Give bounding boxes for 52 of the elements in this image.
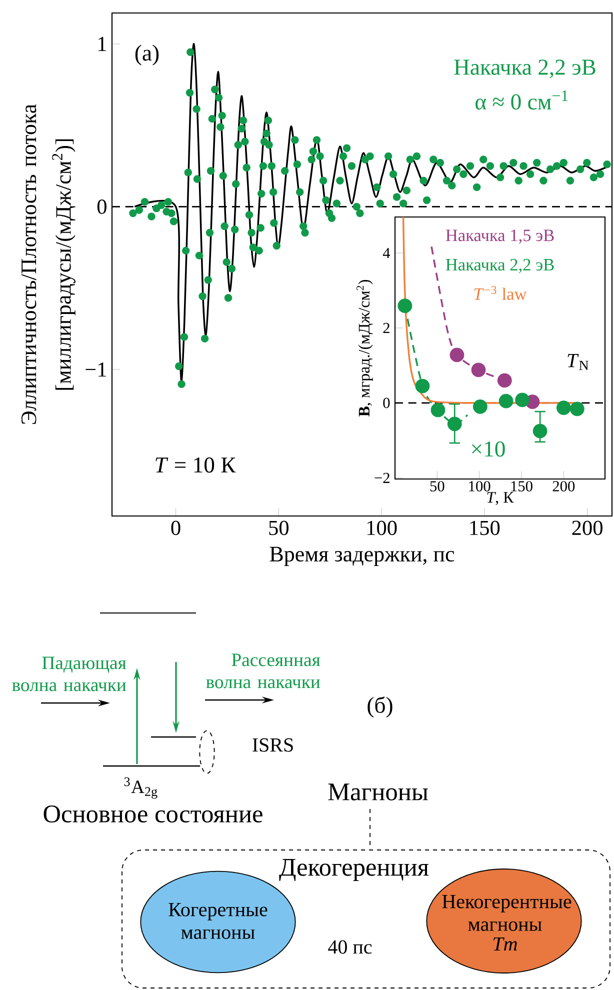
text: Накачка 1,5 эВ — [446, 230, 554, 244]
point — [398, 298, 412, 314]
y-tick-label: −1 — [86, 362, 106, 377]
annotation: α ≈ 0 см$^{−1}$ — [476, 90, 568, 110]
text: T$^{−3}$ law — [474, 286, 527, 300]
text: Накачка 2,2 эВ — [446, 258, 554, 274]
point — [450, 348, 464, 362]
point — [532, 424, 548, 438]
text: Падающая волна накачки — [12, 656, 126, 692]
text: 40 пс — [328, 940, 372, 954]
text: $^{3}$A$_{2g}$ — [124, 777, 158, 799]
point — [471, 362, 486, 378]
text: ISRS — [252, 738, 293, 752]
text: Накачка 2,2 эВ — [454, 60, 596, 78]
y-tick-label: 0 — [383, 398, 390, 408]
point — [430, 402, 446, 418]
point — [415, 378, 430, 394]
point — [497, 373, 512, 388]
point — [556, 400, 571, 415]
annotation: T = 10 К — [156, 457, 236, 473]
x-tick-label: 200 — [572, 520, 602, 536]
x-tick-label: 150 — [470, 520, 500, 536]
y-axis-title: B, мград./(мДж/см$^{2}$) — [356, 280, 373, 416]
text: Декогеренция — [279, 859, 429, 881]
text: Магноны — [328, 784, 428, 800]
text: Tm — [494, 937, 517, 951]
y-tick-label: 1 — [98, 36, 106, 51]
y-tick-label: 0 — [97, 200, 106, 214]
point — [570, 402, 584, 416]
annotation: T$_{N}$ — [568, 354, 589, 370]
y-tick-label: 4 — [382, 248, 390, 258]
y-tick-label: 2 — [383, 322, 390, 334]
point — [498, 394, 514, 408]
text: Основное состояние — [44, 805, 262, 823]
x-tick-label: 0 — [171, 520, 180, 536]
x-tick-label: 50 — [269, 520, 289, 536]
text: Когеретные магноны — [168, 903, 268, 939]
x-tick-label: 200 — [552, 481, 575, 492]
x-axis-title: T, К — [487, 492, 514, 506]
text: Некогерентные магноны — [442, 895, 572, 931]
annotation: ×10 — [472, 441, 505, 457]
x-axis-title: Время задержки, пс — [270, 546, 454, 566]
x-tick-label: 100 — [469, 481, 490, 492]
text: Рассеянная волна накачки — [206, 654, 320, 688]
y-tick-label: −2 — [374, 472, 390, 483]
point — [515, 392, 530, 408]
x-tick-label: 150 — [511, 481, 532, 492]
x-tick-label: 100 — [367, 520, 397, 536]
point — [472, 399, 488, 414]
annotation: (a) — [135, 44, 159, 66]
x-tick-label: 50 — [430, 481, 444, 492]
text: (б) — [368, 696, 392, 718]
